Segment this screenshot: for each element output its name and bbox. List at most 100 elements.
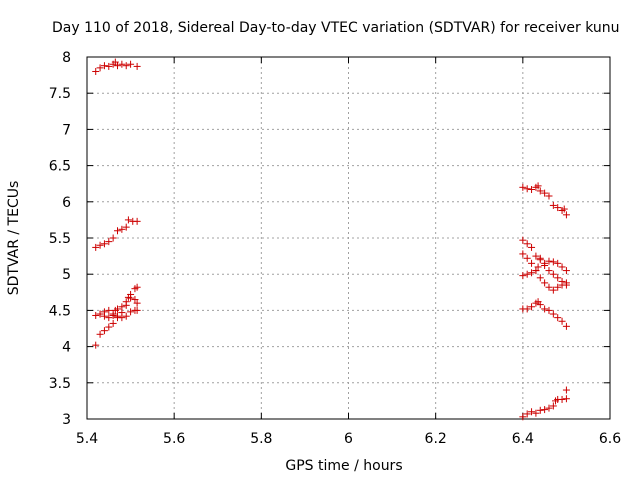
data-point bbox=[541, 406, 549, 414]
data-point bbox=[528, 185, 536, 193]
data-point bbox=[523, 240, 531, 248]
data-point bbox=[114, 62, 122, 70]
data-point bbox=[554, 283, 562, 291]
series-track-r5 bbox=[519, 298, 570, 330]
data-point bbox=[558, 281, 566, 289]
data-point bbox=[109, 311, 117, 319]
data-point bbox=[528, 259, 536, 267]
data-point bbox=[534, 182, 542, 190]
x-tick-label: 6 bbox=[344, 431, 353, 447]
data-points bbox=[92, 58, 570, 421]
x-tick-label: 6.4 bbox=[512, 431, 534, 447]
data-point bbox=[519, 272, 527, 280]
data-point bbox=[111, 58, 119, 66]
data-point bbox=[554, 274, 562, 282]
data-point bbox=[105, 62, 113, 70]
data-point bbox=[523, 185, 531, 193]
data-point bbox=[114, 305, 122, 313]
data-point bbox=[100, 312, 108, 320]
data-point bbox=[100, 240, 108, 248]
data-point bbox=[549, 270, 557, 278]
data-point bbox=[96, 330, 104, 338]
data-point bbox=[122, 62, 130, 70]
x-tick-labels: 5.4 5.6 5.8 6 6.2 6.4 6.6 bbox=[76, 431, 621, 447]
data-point bbox=[519, 250, 527, 258]
series-track-low-b bbox=[92, 306, 141, 322]
x-axis-label: GPS time / hours bbox=[285, 458, 402, 474]
data-point bbox=[562, 211, 570, 219]
data-point bbox=[536, 274, 544, 282]
data-point bbox=[562, 395, 570, 403]
y-tick-label: 7 bbox=[62, 122, 71, 138]
data-point bbox=[133, 217, 141, 225]
data-point bbox=[118, 60, 126, 68]
data-point bbox=[549, 310, 557, 318]
data-point bbox=[562, 322, 570, 330]
data-point bbox=[528, 303, 536, 311]
data-point bbox=[122, 312, 130, 320]
data-point bbox=[127, 290, 135, 298]
data-point bbox=[554, 259, 562, 267]
data-point bbox=[92, 67, 100, 75]
data-point bbox=[545, 404, 553, 412]
data-point bbox=[92, 311, 100, 319]
data-point bbox=[118, 225, 126, 233]
series-track-r4 bbox=[519, 254, 570, 280]
x-tick-label: 5.8 bbox=[250, 431, 272, 447]
data-point bbox=[554, 204, 562, 212]
data-point bbox=[541, 305, 549, 313]
data-point bbox=[133, 306, 141, 314]
data-point bbox=[96, 241, 104, 249]
y-tick-label: 3 bbox=[62, 412, 71, 428]
data-point bbox=[532, 252, 540, 260]
data-point bbox=[519, 236, 527, 244]
data-point bbox=[562, 386, 570, 394]
data-point bbox=[528, 408, 536, 416]
data-point bbox=[118, 314, 126, 322]
chart-title: Day 110 of 2018, Sidereal Day-to-day VTE… bbox=[52, 20, 620, 36]
y-tick-label: 5 bbox=[62, 267, 71, 283]
data-point bbox=[114, 312, 122, 320]
data-point bbox=[122, 223, 130, 231]
data-point bbox=[562, 279, 570, 287]
data-point bbox=[536, 187, 544, 195]
data-point bbox=[541, 279, 549, 287]
x-tick-label: 6.6 bbox=[599, 431, 621, 447]
y-tick-label: 4.5 bbox=[49, 303, 71, 319]
grid-lines bbox=[87, 57, 610, 419]
x-tick-label: 5.4 bbox=[76, 431, 98, 447]
data-point bbox=[523, 270, 531, 278]
data-point bbox=[105, 323, 113, 331]
y-tick-labels: 3 3.5 4 4.5 5 5.5 6 6.5 7 7.5 8 bbox=[49, 50, 71, 428]
data-point bbox=[105, 306, 113, 314]
data-point bbox=[127, 308, 135, 316]
data-point bbox=[523, 305, 531, 313]
series-track-low-c bbox=[96, 290, 141, 322]
data-point bbox=[558, 263, 566, 271]
series-track-mid bbox=[92, 216, 141, 251]
data-point bbox=[118, 303, 126, 311]
data-point bbox=[100, 327, 108, 335]
data-point bbox=[105, 238, 113, 246]
data-point bbox=[532, 267, 540, 275]
data-point bbox=[105, 314, 113, 322]
data-point bbox=[560, 205, 568, 213]
data-point bbox=[541, 259, 549, 267]
data-point bbox=[133, 283, 141, 291]
x-tick-label: 6.2 bbox=[425, 431, 447, 447]
y-tick-label: 8 bbox=[62, 50, 71, 66]
data-point bbox=[545, 257, 553, 265]
data-point bbox=[549, 402, 557, 410]
series-track-r6 bbox=[519, 386, 570, 421]
data-point bbox=[536, 254, 544, 262]
data-point bbox=[92, 243, 100, 251]
data-point bbox=[114, 227, 122, 235]
data-point bbox=[545, 306, 553, 314]
data-point bbox=[124, 216, 132, 224]
data-point bbox=[92, 341, 100, 349]
data-point bbox=[96, 64, 104, 72]
data-point bbox=[536, 406, 544, 414]
series-track-r1 bbox=[519, 182, 570, 219]
data-point bbox=[554, 314, 562, 322]
